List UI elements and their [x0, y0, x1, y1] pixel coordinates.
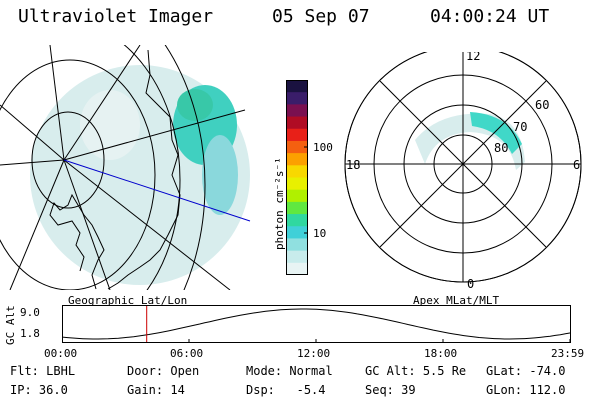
colorbar-tick-label-100: 100 — [313, 141, 333, 154]
mlt-label-6: 6 — [573, 158, 580, 172]
altitude-ylabel: GC Alt — [4, 305, 17, 345]
aurora-region-dim — [202, 135, 238, 215]
mlat-label-60: 60 — [535, 98, 549, 112]
colorbar — [286, 80, 308, 275]
meridian-line — [63, 159, 111, 290]
mlat-label-70: 70 — [513, 120, 527, 134]
info-ip: IP: 36.0 — [10, 383, 68, 397]
altitude-xtick-0600: 06:00 — [170, 347, 204, 360]
colorbar-segment — [286, 189, 308, 203]
mode-value: Normal — [289, 364, 333, 378]
colorbar-segment — [286, 250, 308, 264]
meridian-line — [63, 159, 231, 290]
geographic-map — [0, 45, 251, 290]
altitude-xtick-1200: 12:00 — [297, 347, 331, 360]
colorbar-segment — [286, 80, 308, 93]
glon-label: GLon: — [486, 383, 523, 397]
geographic-caption: Geographic Lat/Lon — [68, 294, 188, 307]
ip-value: 36.0 — [38, 383, 68, 397]
info-door: Door: Open — [127, 364, 199, 378]
info-gcalt: GC Alt: 5.5 Re — [365, 364, 466, 378]
mlat-label-80: 80 — [494, 141, 508, 155]
colorbar-segment — [286, 262, 308, 275]
info-mode: Mode: Normal — [246, 364, 333, 378]
mlt-label-0: 0 — [467, 277, 474, 291]
date-label: 05 Sep 07 — [272, 6, 370, 27]
colorbar-segment — [286, 116, 308, 130]
flt-label: Flt: — [10, 364, 39, 378]
meridian-line — [9, 159, 65, 290]
glon-value: 112.0 — [529, 383, 566, 397]
gain-label: Gain: — [127, 383, 164, 397]
meridian-line — [63, 109, 246, 161]
ip-label: IP: — [10, 383, 32, 397]
apex-caption: Apex MLat/MLT — [413, 294, 500, 307]
colorbar-unit-label: photon cm⁻²s⁻¹ — [273, 157, 286, 250]
info-flt: Flt: LBHL — [10, 364, 75, 378]
colorbar-segment — [286, 226, 308, 239]
info-dsp: Dsp: -5.4 — [246, 383, 326, 397]
aurora-oval-bright — [470, 112, 522, 154]
altitude-ytick-top: 9.0 — [20, 306, 40, 319]
colorbar-segment — [286, 238, 308, 252]
seq-label: Seq: — [365, 383, 394, 397]
door-value: Open — [170, 364, 200, 378]
colorbar-segment — [286, 201, 308, 215]
info-glat: GLat: -74.0 — [486, 364, 565, 378]
meridian-line — [0, 159, 65, 166]
colorbar-segment — [286, 153, 308, 166]
latitude-circle — [31, 111, 105, 209]
terminator-line — [63, 159, 251, 222]
instrument-title: Ultraviolet Imager — [18, 6, 214, 27]
altitude-xtick-0000: 00:00 — [44, 347, 78, 360]
gcalt-value: 5.5 Re — [422, 364, 467, 378]
gcalt-label: GC Alt: — [365, 364, 416, 378]
altitude-plot — [62, 305, 571, 343]
gain-value: 14 — [170, 383, 185, 397]
latitude-circle — [0, 59, 156, 290]
dsp-value: -5.4 — [296, 383, 326, 397]
latitude-circle — [123, 45, 181, 290]
antarctica-coastline — [49, 49, 181, 290]
info-gain: Gain: 14 — [127, 383, 185, 397]
meridian-line — [63, 45, 141, 161]
flt-value: LBHL — [46, 364, 76, 378]
colorbar-segment — [286, 177, 308, 191]
mlt-label-18: 18 — [346, 158, 360, 172]
altitude-xtick-2359: 23:59 — [551, 347, 585, 360]
mode-label: Mode: — [246, 364, 283, 378]
dsp-label: Dsp: — [246, 383, 275, 397]
glat-value: -74.0 — [529, 364, 566, 378]
door-label: Door: — [127, 364, 164, 378]
time-label: 04:00:24 UT — [430, 6, 550, 27]
meridian-line — [0, 104, 65, 161]
colorbar-segment — [286, 128, 308, 142]
altitude-xtick-1800: 18:00 — [424, 347, 458, 360]
meridian-line — [49, 45, 65, 161]
info-seq: Seq: 39 — [365, 383, 416, 397]
mlt-label-12: 12 — [466, 52, 480, 63]
altitude-ytick-bottom: 1.8 — [20, 327, 40, 340]
aurora-region-bright — [177, 89, 213, 121]
glat-label: GLat: — [486, 364, 523, 378]
latitude-circle — [164, 45, 206, 290]
disc-patch — [80, 90, 140, 160]
seq-value: 39 — [401, 383, 416, 397]
colorbar-tick-label-10: 10 — [313, 227, 327, 240]
colorbar-segment — [286, 104, 308, 118]
colorbar-segment — [286, 214, 308, 227]
colorbar-segment — [286, 92, 308, 105]
polar-plot: 12 6 0 18 60 70 80 — [344, 52, 582, 291]
colorbar-segment — [286, 140, 308, 154]
colorbar-segment — [286, 165, 308, 178]
info-glon: GLon: 112.0 — [486, 383, 565, 397]
